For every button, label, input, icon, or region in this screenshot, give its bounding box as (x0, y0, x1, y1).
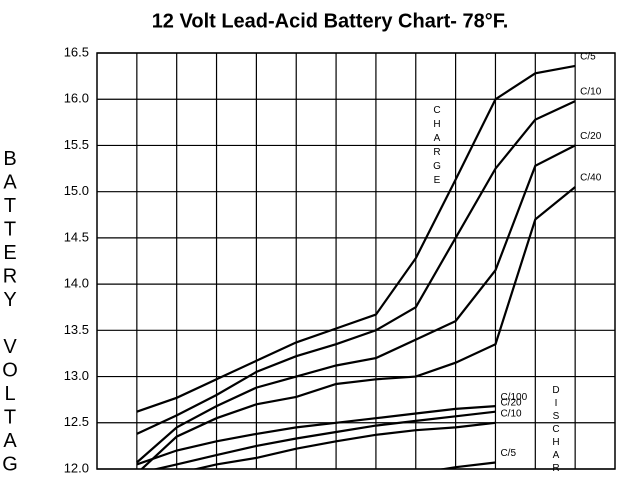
series-line (151, 410, 496, 469)
y-tick-label: 15.5 (64, 137, 89, 152)
y-tick-label: 16.5 (64, 44, 89, 59)
plot-lines (136, 64, 576, 469)
series-label: C/10 (500, 408, 522, 419)
series-line (136, 405, 496, 466)
series-line (136, 100, 576, 435)
series-label: C/20 (580, 131, 602, 142)
series-label: C/40 (580, 173, 602, 184)
series-label: C/100 (500, 392, 527, 403)
series-label: C/20 (500, 397, 522, 408)
plot-frame (96, 52, 616, 470)
series-line (140, 186, 576, 469)
y-tick-label: 13.5 (64, 322, 89, 337)
y-tick-label: 12.0 (64, 460, 89, 475)
series-label: C/10 (580, 87, 602, 98)
y-tick-label: 14.0 (64, 276, 89, 291)
y-tick-label: 16.0 (64, 91, 89, 106)
y-tick-label: 14.5 (64, 229, 89, 244)
series-line (136, 64, 576, 413)
y-tick-label: 13.0 (64, 368, 89, 383)
series-line (437, 461, 496, 469)
series-label: C/5 (500, 448, 516, 459)
chart-title: 12 Volt Lead-Acid Battery Chart- 78°F. (152, 10, 509, 32)
series-line (136, 144, 576, 464)
series-label: C/5 (580, 52, 596, 63)
y-tick-label: 15.0 (64, 183, 89, 198)
y-tick-label: 12.5 (64, 414, 89, 429)
series-line (191, 421, 496, 469)
